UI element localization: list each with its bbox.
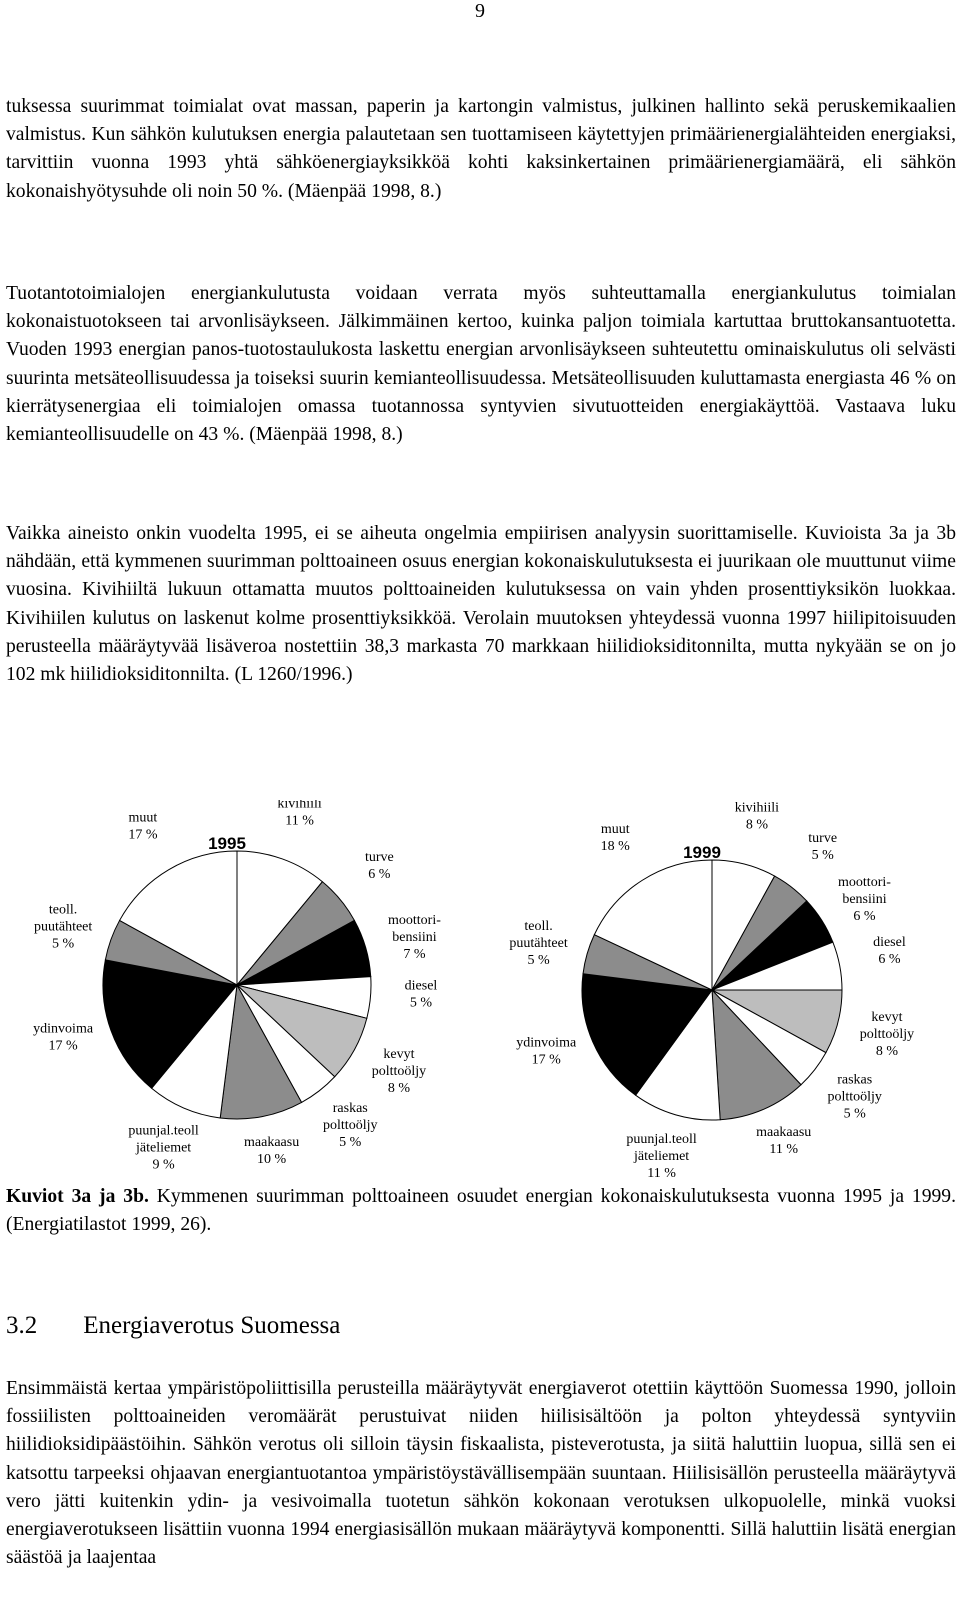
chart-title: 1999 [683, 843, 721, 862]
slice-value-label: 5 % [410, 996, 433, 1011]
slice-value-label: 8 % [388, 1081, 411, 1096]
slice-label: maakaasu [756, 1125, 811, 1140]
slice-label: puunjal.teoll jäteliemet [128, 1124, 198, 1156]
pie-slice [102, 959, 238, 1089]
slice-label: moottori-bensiini [838, 875, 891, 907]
slice-label: moottori-bensiini [388, 913, 441, 945]
slice-value-label: 17 % [49, 1039, 79, 1054]
section-number: 3.2 [6, 1312, 38, 1339]
pie-slice [711, 988, 802, 1121]
slice-label: raskas polttoöljy [323, 1101, 377, 1133]
slice-value-label: 17 % [532, 1052, 562, 1067]
slice-value-label: 7 % [403, 947, 426, 962]
paragraph: Tuotantotoimialojen energiankulutusta vo… [6, 283, 956, 446]
pie-slice [118, 850, 238, 986]
paragraph: Ensimmäistä kertaa ympäristöpoliittisill… [6, 1378, 956, 1569]
caption-label: Kuviot 3a ja 3b. [6, 1186, 149, 1207]
slice-label: ydinvoima [516, 1035, 577, 1050]
slice-value-label: 8 % [746, 817, 769, 832]
chart-title: 1995 [208, 834, 246, 853]
page-number: 9 [475, 0, 485, 22]
slice-label: turve [365, 850, 394, 865]
slice-label: kevyt polttoöljy [372, 1047, 426, 1079]
slice-value-label: 6 % [368, 867, 391, 882]
slice-label: kivihiili [735, 800, 779, 815]
slice-label: muut [601, 822, 630, 837]
slice-value-label: 18 % [601, 839, 631, 854]
slice-value-label: 5 % [812, 848, 835, 863]
pie-slice [593, 859, 713, 991]
slice-value-label: 5 % [844, 1106, 867, 1121]
slice-label: diesel [873, 935, 906, 950]
slice-label: diesel [405, 979, 438, 994]
paragraph: tuksessa suurimmat toimialat ovat massan… [6, 96, 956, 202]
section-heading: 3.2 Energiaverotus Suomessa [6, 1312, 340, 1340]
pie-slice [236, 850, 324, 987]
paragraph: Vaikka aineisto onkin vuodelta 1995, ei … [6, 523, 956, 686]
slice-value-label: 6 % [878, 952, 901, 967]
slice-value-label: 9 % [153, 1158, 176, 1173]
slice-value-label: 10 % [257, 1152, 287, 1167]
slice-value-label: 17 % [128, 828, 158, 843]
slice-label: ydinvoima [33, 1022, 94, 1037]
slice-label: maakaasu [244, 1135, 299, 1150]
slice-value-label: 11 % [285, 813, 314, 828]
slice-value-label: 8 % [876, 1044, 899, 1059]
slice-label: puunjal.teoll jäteliemet [626, 1132, 696, 1164]
slice-value-label: 6 % [853, 909, 876, 924]
caption-text: Kymmenen suurimman polttoaineen osuudet … [6, 1186, 957, 1236]
slice-value-label: 5 % [339, 1135, 362, 1150]
slice-value-label: 5 % [52, 936, 75, 951]
slice-label: teoll. puutähteet [509, 919, 567, 951]
section-title: Energiaverotus Suomessa [83, 1312, 341, 1339]
slice-label: turve [808, 831, 837, 846]
pie-slice [634, 988, 721, 1121]
slice-value-label: 11 % [647, 1166, 676, 1180]
slice-label: teoll. puutähteet [34, 902, 92, 934]
pie-slice [219, 983, 303, 1120]
caption: Kuviot 3a ja 3b. Kymmenen suurimman polt… [6, 1183, 956, 1239]
slice-label: muut [129, 811, 158, 826]
slice-label: raskas polttoöljy [827, 1072, 881, 1104]
slice-value-label: 5 % [527, 953, 550, 968]
slice-value-label: 11 % [769, 1142, 798, 1157]
charts: 1995 kivihiili 11 % turve 6 % moottori-bensii… [33, 800, 914, 1180]
pie-slice [581, 973, 713, 1096]
slice-label: kivihiili [277, 800, 321, 811]
slice-label: kevyt polttoöljy [860, 1010, 914, 1042]
